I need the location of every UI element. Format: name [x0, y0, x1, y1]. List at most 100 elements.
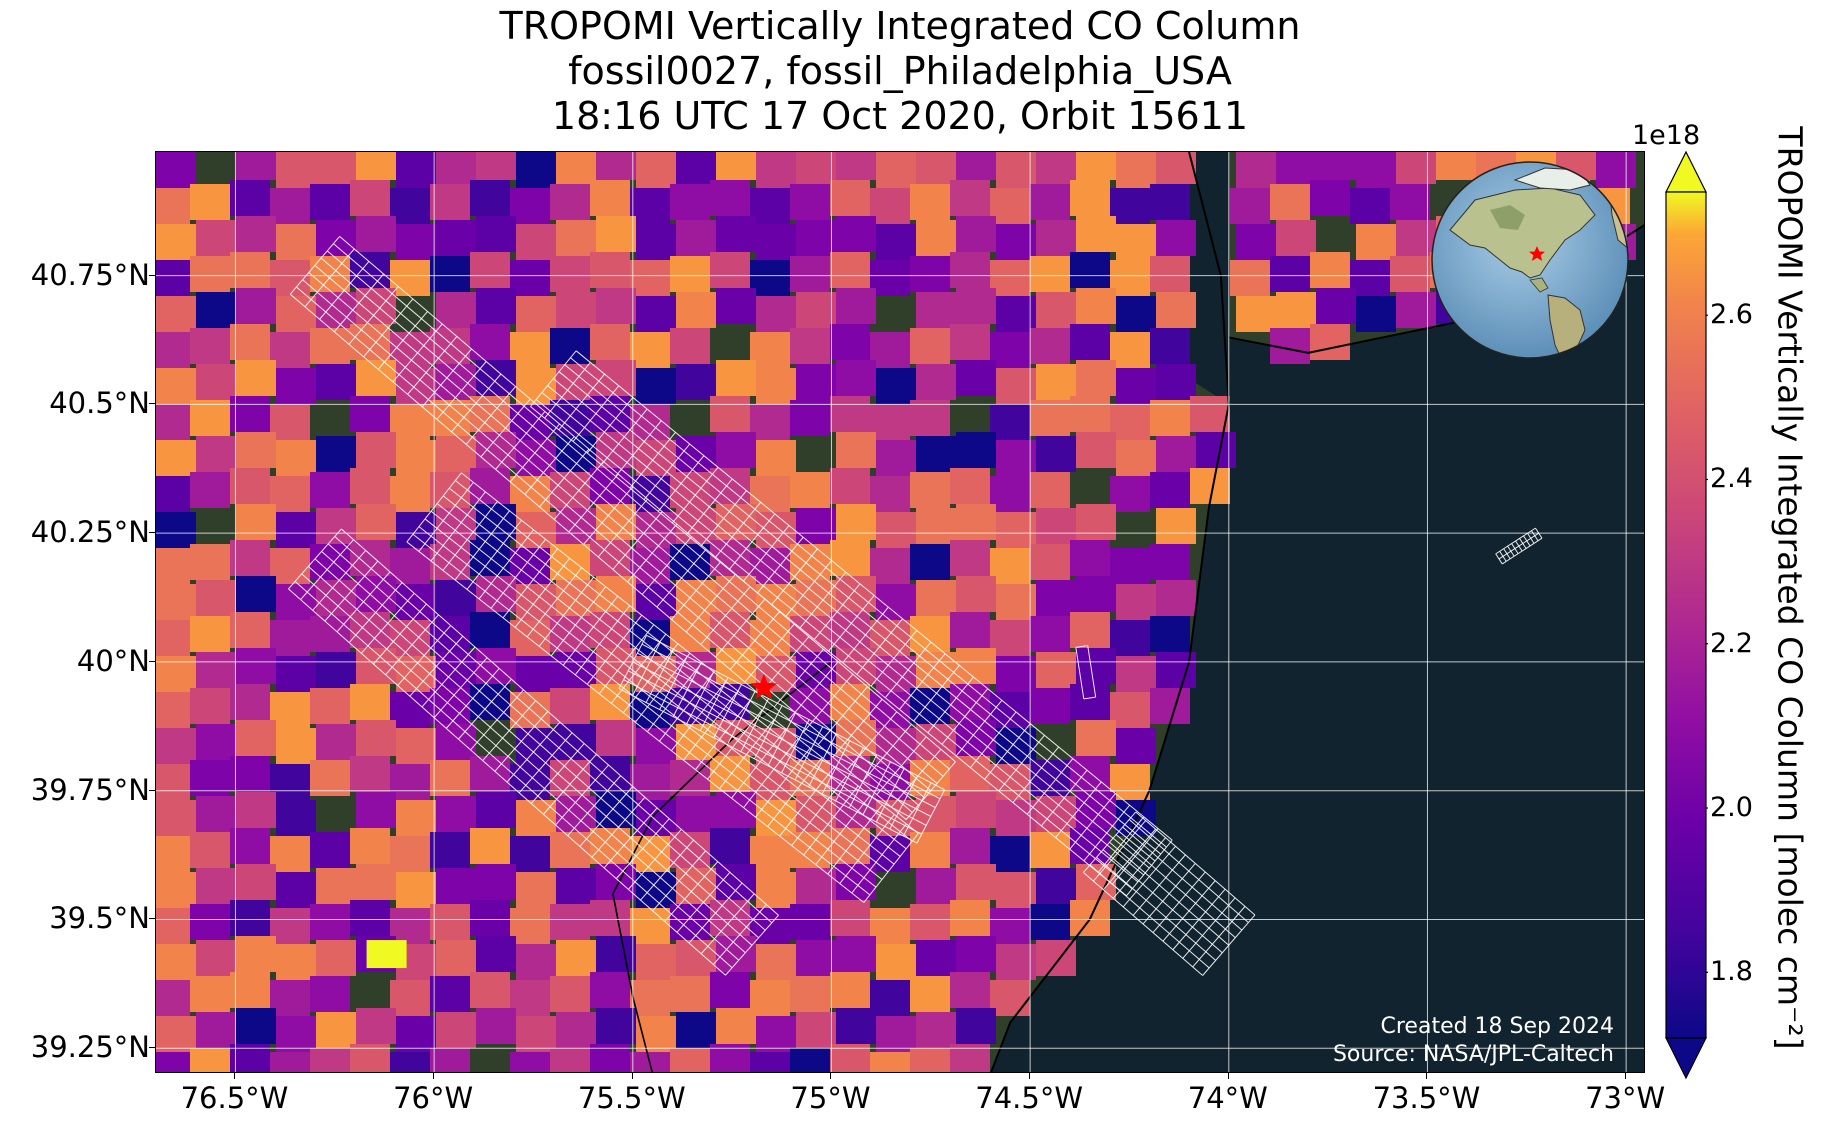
co-pixel: [156, 836, 190, 872]
co-pixel: [950, 828, 990, 864]
co-pixel: [1390, 256, 1430, 292]
co-pixel: [556, 652, 596, 688]
co-pixel: [430, 256, 470, 292]
co-pixel: [230, 684, 270, 720]
co-pixel: [316, 292, 356, 328]
co-pixel: [396, 800, 436, 836]
co-pixel: [156, 152, 196, 188]
co-pixel: [1110, 404, 1150, 440]
co-pixel: [836, 216, 876, 252]
co-pixel: [276, 872, 316, 908]
co-pixel: [396, 152, 436, 188]
co-pixel: [276, 368, 316, 404]
co-pixel: [1070, 180, 1110, 216]
co-pixel: [310, 328, 350, 364]
colorbar-extend-max: [1665, 150, 1707, 193]
co-pixel: [1230, 188, 1270, 224]
co-pixel: [950, 324, 990, 360]
co-pixel: [876, 944, 916, 980]
co-pixel: [156, 692, 190, 728]
co-pixel: [476, 432, 516, 468]
co-pixel: [990, 980, 1030, 1016]
co-pixel: [870, 908, 910, 944]
footprint-swath: [530, 350, 1173, 897]
co-pixel: [910, 1048, 950, 1072]
co-pixel: [1156, 508, 1196, 544]
co-pixel: [630, 908, 670, 944]
co-pixel: [476, 576, 516, 612]
footprint-swath-layer: [288, 236, 1543, 976]
co-pixel: [636, 800, 676, 836]
co-pixel: [156, 944, 196, 980]
co-pixel: [1036, 508, 1076, 544]
co-pixel: [556, 580, 596, 616]
co-pixel: [950, 900, 990, 936]
co-pixel: [230, 756, 270, 792]
lon-tick: [433, 1073, 435, 1079]
co-pixel: [550, 760, 590, 796]
co-pixel: [196, 724, 236, 760]
co-pixel: [276, 512, 316, 548]
co-pixel-high: [366, 940, 407, 969]
co-pixel: [436, 868, 476, 904]
co-pixel: [910, 400, 950, 436]
co-pixel: [1030, 904, 1070, 940]
co-pixel: [1036, 580, 1076, 616]
co-pixel: [1116, 296, 1156, 332]
co-pixel: [556, 436, 596, 472]
co-pixel: [510, 836, 550, 872]
co-pixel: [196, 436, 236, 472]
co-pixel: [356, 1008, 396, 1044]
lat-tick: [149, 918, 155, 920]
co-pixel: [350, 396, 390, 432]
co-pixel: [276, 224, 316, 260]
co-pixel: [676, 292, 716, 328]
co-pixel: [436, 940, 476, 976]
co-pixel: [270, 260, 310, 296]
colorbar-tick-label: 2.2: [1710, 627, 1753, 659]
co-pixel: [316, 724, 356, 760]
colorbar-label: TROPOMI Vertically Integrated CO Column …: [1770, 126, 1810, 1050]
co-pixel: [1076, 288, 1116, 324]
co-pixel: [390, 404, 430, 440]
co-pixel: [316, 652, 356, 688]
target-star-marker[interactable]: [750, 673, 778, 699]
co-pixel: [270, 332, 310, 368]
co-pixel: [830, 468, 870, 504]
co-pixel: [830, 252, 870, 288]
co-pixel: [1316, 152, 1356, 180]
co-pixel: [516, 800, 556, 836]
co-pixel: [596, 288, 636, 324]
co-pixel: [950, 252, 990, 288]
co-pixel: [476, 216, 516, 252]
co-pixel: [1030, 256, 1070, 292]
co-pixel: [230, 396, 270, 432]
co-pixel: [516, 944, 556, 980]
co-pixel: [1116, 152, 1156, 188]
co-pixel: [1596, 152, 1636, 188]
co-pixel: [636, 296, 676, 332]
co-pixel: [316, 436, 356, 472]
co-pixel: [676, 940, 716, 976]
co-pixel: [956, 152, 996, 180]
co-pixel: [556, 220, 596, 256]
co-pixel: [916, 508, 956, 544]
co-pixel: [956, 360, 996, 396]
map-panel[interactable]: Created 18 Sep 2024 Source: NASA/JPL-Cal…: [155, 151, 1645, 1073]
co-pixel: [556, 152, 596, 184]
co-pixel: [790, 1048, 830, 1072]
co-pixel: [516, 1016, 556, 1052]
co-pixel: [716, 1008, 756, 1044]
co-pixel: [236, 576, 276, 612]
co-pixel: [596, 152, 636, 180]
co-pixel: [796, 364, 836, 400]
co-pixel: [356, 432, 396, 468]
co-pixel: [590, 972, 630, 1008]
co-pixel: [756, 296, 796, 332]
co-pixel: [516, 296, 556, 332]
co-pixel: [790, 256, 830, 292]
co-pixel: [950, 756, 990, 792]
co-pixel: [630, 332, 670, 368]
co-pixel: [156, 656, 196, 692]
co-pixel: [196, 796, 236, 832]
